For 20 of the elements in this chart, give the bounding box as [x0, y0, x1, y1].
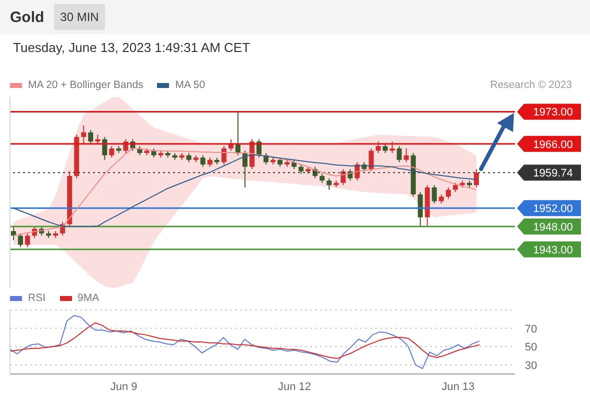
y-tick-label: 50: [524, 342, 538, 354]
y-tick-label: 1973.00: [533, 106, 573, 119]
y-tick-label: 1966.00: [533, 138, 573, 151]
x-tick-label: Jun 12: [278, 380, 312, 393]
text: Research © 2023: [490, 79, 572, 91]
chart-title: Gold: [10, 8, 44, 26]
legend-label: RSI: [28, 292, 46, 304]
y-tick-label: 70: [524, 323, 538, 336]
y-tick-label: 30: [524, 360, 538, 372]
x-tick-label: Jun 9: [110, 380, 138, 393]
y-tick-label: 1952.00: [533, 203, 573, 216]
y-tick-label: 1959.74: [533, 168, 573, 180]
chart-subtitle: 30 MIN: [54, 4, 105, 30]
x-tick-label: Jun 13: [442, 380, 475, 393]
legend-label: MA 50: [175, 79, 206, 91]
legend-label: 9MA: [78, 292, 100, 304]
y-tick-label: 1943.00: [533, 244, 573, 256]
legend-label: MA 20 + Bollinger Bands: [28, 79, 144, 91]
text: Tuesday, June 13, 2023 1:49:31 AM CET: [13, 40, 250, 55]
y-tick-label: 1948.00: [533, 221, 573, 234]
